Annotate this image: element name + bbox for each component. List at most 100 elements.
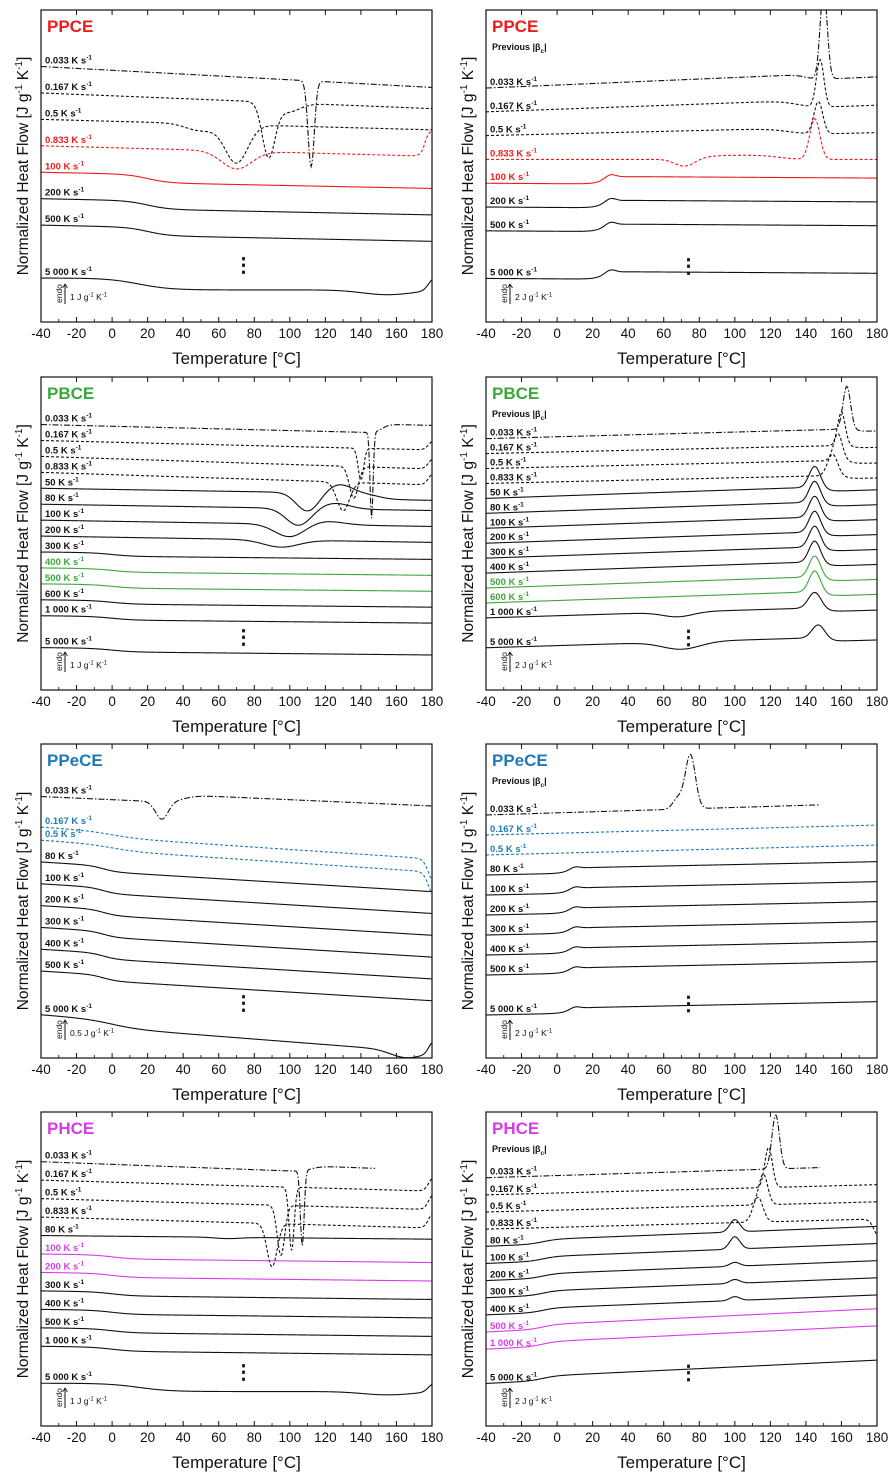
x-tick-label: 160	[385, 694, 408, 709]
series-label: 80 K s-1	[490, 863, 524, 875]
series-line-0-167-K-s-1	[486, 824, 877, 836]
x-tick-label: 60	[211, 1430, 226, 1445]
x-tick-label: 60	[656, 1062, 671, 1077]
x-tick-label: 180	[866, 694, 889, 709]
x-tick-label: 20	[585, 1062, 600, 1077]
series-line-0-167-K-s-1	[41, 826, 432, 881]
series-line-100-K-s-1	[41, 883, 432, 915]
previous-rate-label: Previous |βc|	[492, 776, 547, 789]
series-label: 0.033 K s-1	[45, 1150, 92, 1162]
series-label: 400 K s-1	[490, 561, 529, 573]
x-tick-label: 120	[314, 1430, 337, 1445]
x-tick-label: -20	[512, 1430, 532, 1445]
x-tick-label: -20	[67, 694, 87, 709]
series-line-500-K-s-1	[486, 221, 877, 232]
series-line-0-5-K-s-1	[41, 118, 432, 164]
x-tick-label: 180	[421, 326, 444, 341]
scale-label: 2 J g-1 K-1	[515, 1396, 553, 1406]
x-tick-label: 120	[314, 326, 337, 341]
endo-label: endo	[54, 1388, 64, 1407]
series-label: 100 K s-1	[45, 508, 84, 520]
x-tick-label: 60	[211, 326, 226, 341]
series-line-0-033-K-s-1	[486, 385, 877, 440]
series-label: 5 000 K s-1	[45, 1003, 92, 1015]
x-axis-label: Temperature [°C]	[617, 717, 746, 736]
x-tick-label: 20	[140, 694, 155, 709]
series-line-80-K-s-1	[41, 1234, 432, 1240]
up-arrow-icon	[62, 283, 68, 289]
series-line-5-000-K-s-1	[41, 1014, 432, 1058]
series-line-100-K-s-1	[41, 171, 432, 189]
x-tick-label: 0	[553, 1062, 561, 1077]
series-label: 0.167 K s-1	[45, 815, 92, 827]
series-label: 0.5 K s-1	[45, 1187, 82, 1199]
series-label: 400 K s-1	[490, 943, 529, 955]
panel-title: PPeCE	[492, 751, 548, 770]
series-label: 1 000 K s-1	[45, 1334, 92, 1346]
x-tick-label: 120	[314, 694, 337, 709]
x-tick-label: 100	[279, 326, 302, 341]
x-tick-label: 40	[621, 694, 636, 709]
x-tick-label: 120	[314, 1062, 337, 1077]
series-line-400-K-s-1	[486, 1294, 877, 1316]
ellipsis-marker: ⋮	[234, 1362, 254, 1384]
x-tick-label: -20	[512, 326, 532, 341]
series-label: 0.833 K s-1	[45, 134, 92, 146]
series-line-80-K-s-1	[486, 480, 877, 514]
series-line-5-000-K-s-1	[486, 1001, 877, 1016]
x-tick-label: 20	[585, 326, 600, 341]
series-label: 80 K s-1	[490, 501, 524, 513]
series-label: 200 K s-1	[490, 531, 529, 543]
scale-label: 1 J g-1 K-1	[70, 1396, 108, 1406]
x-tick-label: 100	[724, 1430, 747, 1445]
series-label: 5 000 K s-1	[490, 1003, 537, 1015]
x-tick-label: 40	[621, 1062, 636, 1077]
series-label: 0.833 K s-1	[490, 471, 537, 483]
series-line-400-K-s-1	[41, 948, 432, 980]
series-label: 300 K s-1	[45, 916, 84, 928]
up-arrow-icon	[62, 1387, 68, 1393]
series-label: 0.033 K s-1	[490, 427, 537, 439]
series-label: 500 K s-1	[490, 963, 529, 975]
x-tick-label: -40	[31, 694, 51, 709]
series-label: 1 000 K s-1	[490, 606, 537, 618]
series-line-300-K-s-1	[486, 1277, 877, 1299]
y-axis-label: Normalized Heat Flow [J g-1 K-1]	[459, 57, 477, 276]
x-tick-label: 120	[759, 694, 782, 709]
series-group	[486, 1114, 877, 1384]
series-label: 500 K s-1	[45, 1316, 84, 1328]
endo-label: endo	[499, 284, 509, 303]
series-line-0-033-K-s-1	[41, 65, 432, 169]
x-tick-label: 120	[759, 326, 782, 341]
series-line-0-167-K-s-1	[41, 92, 432, 159]
series-line-5-000-K-s-1	[486, 269, 877, 280]
series-label: 300 K s-1	[490, 546, 529, 558]
series-line-200-K-s-1	[41, 1271, 432, 1282]
ellipsis-marker: ⋮	[234, 254, 254, 276]
scale-label: 2 J g-1 K-1	[515, 660, 553, 670]
series-line-80-K-s-1	[41, 861, 432, 893]
y-axis-label: Normalized Heat Flow [J g-1 K-1]	[14, 424, 32, 643]
series-group	[486, 10, 877, 280]
panel-phce-right: 0.033 K s-1 0.167 K s-1 0.5 K s-1 0.833 K s…	[459, 1111, 888, 1472]
series-label: 100 K s-1	[490, 1251, 529, 1263]
x-tick-label: 20	[140, 1430, 155, 1445]
panel-ppece-left: 0.033 K s-1 0.167 K s-10.5 K s-1 80 K s-1 1…	[14, 743, 443, 1104]
previous-rate-label: Previous |βc|	[492, 1144, 547, 1157]
series-label: 0.833 K s-1	[45, 1205, 92, 1217]
series-label: 200 K s-1	[490, 195, 529, 207]
series-line-0-5-K-s-1	[486, 433, 877, 470]
series-label: 0.5 K s-1	[490, 1200, 527, 1212]
series-label: 0.033 K s-1	[490, 803, 537, 815]
panel-ppce-right: 0.033 K s-1 0.167 K s-1 0.5 K s-1 0.833 K s…	[459, 9, 888, 368]
series-label: 80 K s-1	[490, 1234, 524, 1246]
x-tick-label: 80	[247, 694, 262, 709]
series-label: 300 K s-1	[45, 1279, 84, 1291]
series-line-300-K-s-1	[486, 921, 877, 936]
series-line-400-K-s-1	[486, 540, 877, 574]
series-line-0-033-K-s-1	[486, 10, 877, 89]
series-line-80-K-s-1	[486, 1219, 877, 1247]
endo-label: endo	[54, 652, 64, 671]
series-line-200-K-s-1	[486, 901, 877, 916]
series-label: 0.167 K s-1	[490, 823, 537, 835]
